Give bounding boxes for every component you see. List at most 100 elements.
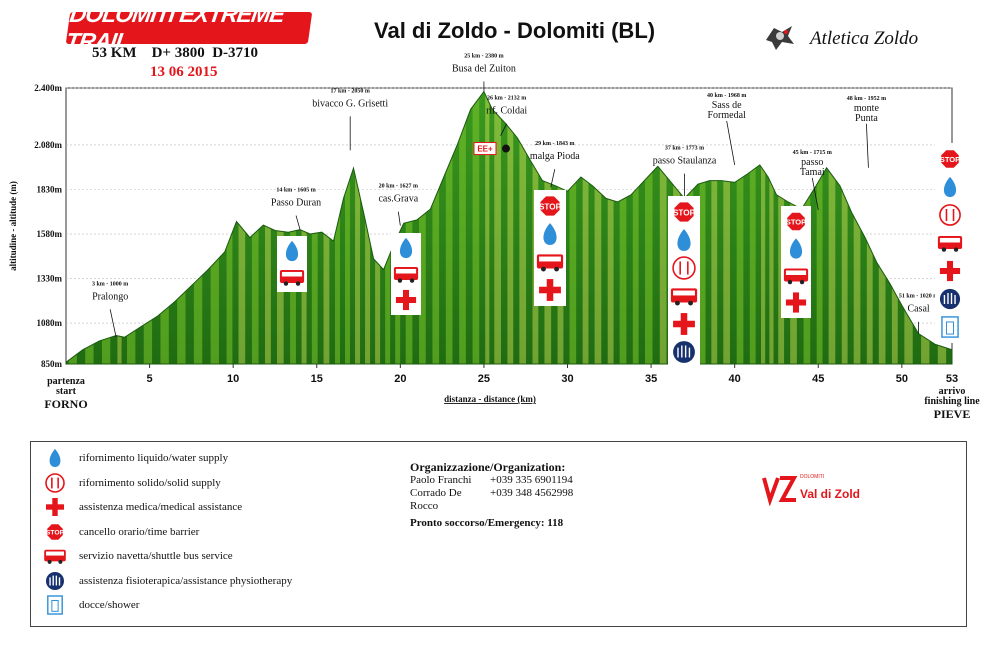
legend-item: servizio navetta/shuttle bus service bbox=[43, 545, 233, 567]
profile-shade bbox=[345, 91, 351, 364]
checkpoint-km-alt: 26 km - 2132 m bbox=[487, 96, 526, 102]
y-tick-label: 1330m bbox=[37, 274, 63, 284]
checkpoint-leader bbox=[550, 169, 556, 188]
medical-icon bbox=[395, 289, 417, 311]
legend-item: assistenza medica/medical assistance bbox=[43, 496, 242, 518]
checkpoint-km-alt: 14 km - 1605 m bbox=[276, 188, 315, 194]
ticks-layer: 850m 1080m 1330m 1580m 1830m 2.080m 2.400m 5 10 1… bbox=[8, 83, 980, 421]
stop-icon: STOP bbox=[940, 149, 960, 169]
checkpoint-leader bbox=[726, 120, 736, 165]
bus-icon bbox=[279, 269, 305, 286]
checkpoint-name: bivacco G. Grisetti bbox=[312, 98, 388, 109]
profile-shade bbox=[582, 91, 589, 364]
end-label: finishing line bbox=[924, 396, 980, 407]
legend-item: STOP cancello orario/time barrier bbox=[43, 521, 199, 543]
checkpoint-km-alt: 20 km - 1627 m bbox=[379, 184, 418, 190]
profile-shade bbox=[334, 91, 340, 364]
checkpoint-name: rif. Coldai bbox=[486, 106, 527, 117]
profile-shade bbox=[445, 91, 453, 364]
water-icon bbox=[399, 237, 413, 259]
stop-icon: STOP bbox=[46, 522, 65, 541]
profile-shade bbox=[828, 91, 836, 364]
profile-shade bbox=[507, 91, 514, 364]
profile-shade bbox=[519, 91, 527, 364]
elevation-chart: 850m 1080m 1330m 1580m 1830m 2.080m 2.400m 5 10 1… bbox=[8, 54, 980, 421]
organization-heading: Organizzazione/Organization: bbox=[410, 460, 566, 474]
x-tick-label: 45 bbox=[812, 373, 824, 385]
x-tick-label: 53 bbox=[946, 373, 958, 385]
station-column bbox=[668, 196, 700, 368]
checkpoint-layer: 3 km - 1000 m Pralongo 14 km - 1605 m Passo… bbox=[92, 54, 938, 338]
end-label: PIEVE bbox=[934, 407, 971, 421]
checkpoint-name: Sass de bbox=[712, 100, 742, 111]
profile-shade bbox=[472, 91, 480, 364]
checkpoint-km-alt: 3 km - 1000 m bbox=[92, 281, 128, 287]
club-name: Atletica Zoldo bbox=[810, 28, 919, 49]
checkpoint-leader bbox=[866, 123, 869, 168]
bus-icon bbox=[536, 254, 564, 272]
water-icon bbox=[943, 176, 957, 198]
medical-icon bbox=[673, 313, 695, 335]
club-logo-icon bbox=[766, 26, 794, 50]
legend-item: docce/shower bbox=[43, 594, 139, 616]
start-label: start bbox=[56, 386, 77, 397]
x-axis-label: distanza - distance (km) bbox=[444, 394, 536, 404]
physio-icon bbox=[939, 288, 961, 310]
profile-shade bbox=[749, 91, 756, 364]
page-title: Val di Zoldo - Dolomiti (BL) bbox=[374, 18, 656, 43]
bus-icon bbox=[670, 288, 698, 306]
checkpoint-km-alt: 40 km - 1968 m bbox=[707, 93, 746, 99]
legend-label: assistenza medica/medical assistance bbox=[79, 501, 243, 513]
water-icon bbox=[789, 238, 803, 259]
end-label: arrivo bbox=[939, 386, 966, 397]
profile-shade bbox=[723, 91, 730, 364]
contact-name: Paolo Franchi bbox=[410, 474, 472, 486]
checkpoint-km-alt: 45 km - 1715 m bbox=[793, 150, 832, 156]
water-icon bbox=[285, 240, 299, 262]
profile-shade bbox=[711, 91, 718, 364]
shower-icon bbox=[47, 595, 63, 615]
contact-row: Corrado De Rocco +039 348 4562998 bbox=[410, 487, 573, 513]
checkpoint-name: passo Staulanza bbox=[653, 156, 717, 167]
checkpoint-km-alt: 17 km - 2050 m bbox=[331, 88, 370, 94]
checkpoint-leader bbox=[397, 211, 401, 226]
checkpoint-name: Formedal bbox=[708, 110, 747, 121]
bus-icon bbox=[937, 235, 963, 252]
physio-icon bbox=[46, 571, 64, 590]
legend-label: rifornimento liquido/water supply bbox=[79, 452, 229, 464]
bus-icon bbox=[783, 268, 809, 285]
x-tick-label: 30 bbox=[561, 373, 573, 385]
stop-icon: STOP bbox=[786, 211, 806, 232]
water-icon bbox=[49, 449, 61, 467]
legend-label: cancello orario/time barrier bbox=[79, 525, 200, 538]
profile-shade bbox=[419, 91, 426, 364]
checkpoint-name: Pralongo bbox=[92, 291, 128, 302]
checkpoint-km-alt: 29 km - 1843 m bbox=[535, 141, 574, 147]
station-layer: STOP STOP STOP STOP bbox=[277, 143, 965, 368]
profile-shade bbox=[736, 91, 744, 364]
medical-icon bbox=[46, 498, 64, 516]
contact-name: Corrado De Rocco bbox=[410, 487, 462, 512]
profile-outline bbox=[65, 90, 953, 365]
sponsor-logo-text: Val di Zoldo bbox=[800, 487, 860, 501]
sponsor-logo-small: DOLOMITI bbox=[800, 474, 824, 480]
svg-text:STOP: STOP bbox=[940, 155, 960, 164]
emergency-number: Pronto soccorso/Emergency: 118 bbox=[410, 517, 564, 529]
bus-icon bbox=[44, 549, 66, 564]
legend-label: rifornimento solido/solid supply bbox=[79, 476, 221, 489]
checkpoint-name: Casal bbox=[907, 304, 929, 315]
x-tick-label: 20 bbox=[394, 373, 406, 385]
profile-shade bbox=[841, 91, 848, 364]
checkpoint-km-alt: 48 km - 1952 m bbox=[847, 96, 886, 102]
checkpoint-km-alt: 25 km - 2380 m bbox=[464, 54, 503, 60]
profile-shade bbox=[607, 91, 614, 364]
checkpoint-leader bbox=[500, 123, 507, 136]
x-tick-label: 40 bbox=[729, 373, 741, 385]
start-label: FORNO bbox=[44, 397, 87, 411]
x-tick-label: 15 bbox=[311, 373, 323, 385]
checkpoint-name: Busa del Zuiton bbox=[452, 64, 516, 75]
legend-item: assistenza fisioterapica/assistance phys… bbox=[43, 570, 292, 592]
profile-shade bbox=[355, 91, 361, 364]
contact-phone: +039 348 4562998 bbox=[490, 487, 574, 499]
legend-label: docce/shower bbox=[79, 599, 140, 611]
